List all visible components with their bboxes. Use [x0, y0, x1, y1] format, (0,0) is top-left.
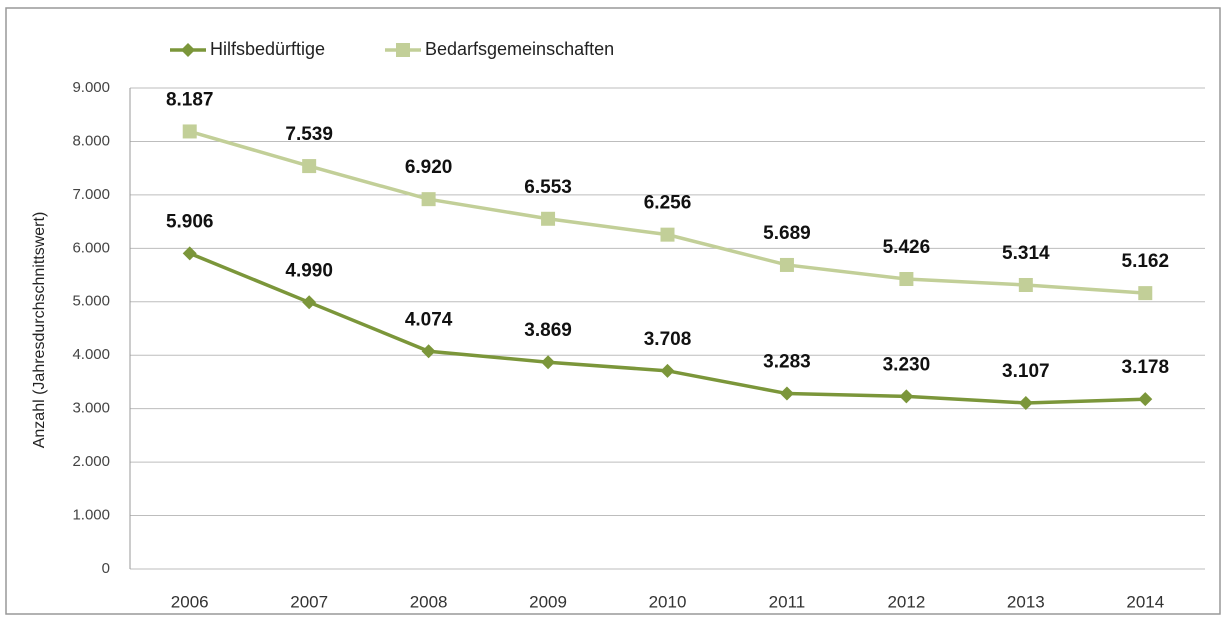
data-point	[779, 257, 794, 272]
value-label: 5.314	[1002, 243, 1050, 264]
y-tick-label: 3.000	[72, 400, 110, 417]
x-tick-label: 2013	[1007, 592, 1045, 611]
y-axis-label: Anzahl (Jahresdurchschnittswert)	[31, 212, 48, 449]
data-point	[1138, 286, 1153, 301]
value-label: 4.074	[405, 309, 453, 330]
value-label: 8.187	[166, 89, 214, 110]
value-label: 6.256	[644, 193, 692, 214]
value-label: 3.708	[644, 329, 692, 350]
y-tick-label: 7.000	[72, 186, 110, 203]
y-tick-label: 6.000	[72, 239, 110, 256]
x-tick-label: 2011	[769, 592, 806, 611]
value-label: 3.869	[524, 320, 572, 341]
value-label: 7.539	[285, 124, 333, 145]
data-point	[182, 124, 197, 139]
y-tick-label: 4.000	[72, 346, 110, 363]
value-label: 6.553	[524, 177, 572, 198]
value-label: 5.906	[166, 211, 214, 232]
x-tick-label: 2012	[887, 592, 925, 611]
legend-marker	[396, 43, 410, 57]
x-tick-label: 2014	[1126, 592, 1164, 611]
data-point	[899, 389, 914, 404]
data-point	[660, 227, 675, 242]
data-point	[302, 295, 317, 310]
x-tick-label: 2007	[290, 592, 328, 611]
data-point	[182, 246, 197, 261]
x-tick-label: 2010	[649, 592, 687, 611]
y-tick-label: 5.000	[72, 293, 110, 310]
data-point	[779, 386, 794, 401]
y-tick-label: 8.000	[72, 132, 110, 149]
data-point	[421, 192, 436, 207]
x-tick-label: 2006	[171, 592, 209, 611]
value-label: 4.990	[285, 260, 333, 281]
y-tick-label: 9.000	[72, 79, 110, 96]
value-label: 3.107	[1002, 361, 1050, 382]
data-point	[541, 355, 556, 370]
data-point	[660, 363, 675, 378]
data-point	[541, 211, 556, 226]
chart-frame	[5, 7, 1221, 615]
value-label: 5.689	[763, 223, 811, 244]
data-point	[1018, 395, 1033, 410]
data-point	[899, 272, 914, 287]
y-tick-label: 2.000	[72, 453, 110, 470]
value-label: 3.178	[1122, 357, 1170, 378]
legend-marker	[181, 43, 195, 57]
data-point	[1018, 277, 1033, 292]
value-label: 3.230	[883, 354, 931, 375]
data-point	[302, 159, 317, 174]
legend-label: Bedarfsgemeinschaften	[425, 39, 614, 59]
data-point	[421, 344, 436, 359]
x-tick-label: 2009	[529, 592, 567, 611]
value-label: 5.162	[1122, 251, 1170, 272]
x-tick-label: 2008	[410, 592, 448, 611]
data-point	[1138, 392, 1153, 407]
y-tick-label: 1.000	[72, 507, 110, 524]
value-label: 3.283	[763, 352, 811, 373]
legend-label: Hilfsbedürftige	[210, 39, 325, 59]
y-tick-label: 0	[102, 560, 110, 577]
value-label: 6.920	[405, 157, 453, 178]
value-label: 5.426	[883, 237, 931, 258]
